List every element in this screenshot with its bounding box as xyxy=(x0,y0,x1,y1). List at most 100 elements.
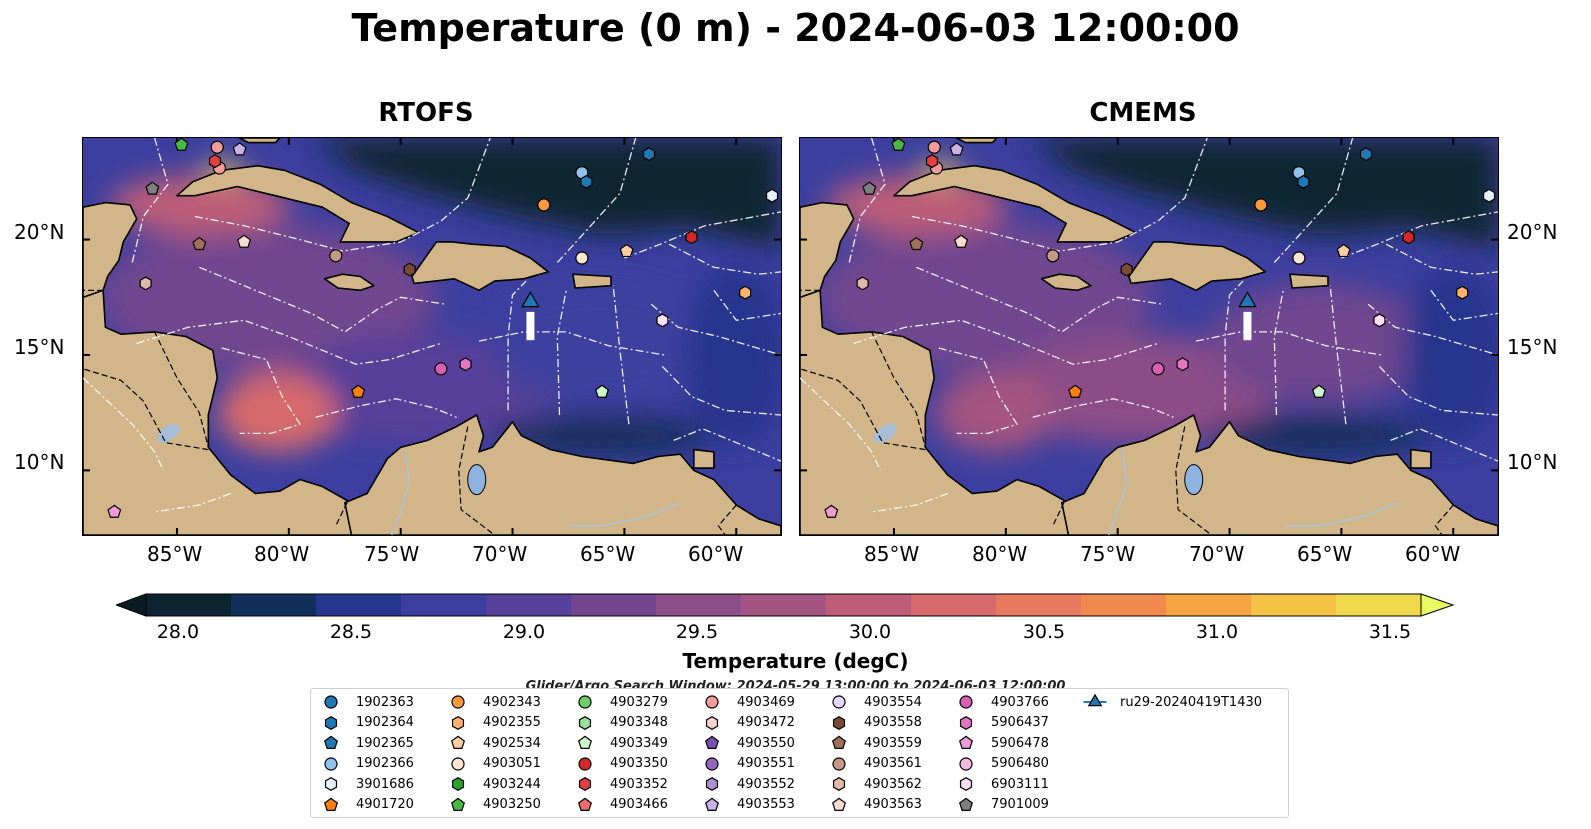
legend-swatch xyxy=(324,777,338,791)
float-marker-15 xyxy=(765,188,779,203)
float-marker-9 xyxy=(139,276,152,291)
legend-item-4903348: 4903348 xyxy=(572,713,668,733)
float-marker-15 xyxy=(1482,188,1496,203)
legend-swatch xyxy=(578,797,592,811)
float-marker-13 xyxy=(642,147,656,162)
colorbar-segment-14 xyxy=(1336,594,1422,616)
legend-item-4903563: 4903563 xyxy=(826,795,922,815)
colorbar-tick-28-0: 28.0 xyxy=(156,621,200,643)
circle-icon xyxy=(832,695,846,709)
colorbar-segment-1 xyxy=(231,594,317,616)
legend-swatch xyxy=(705,715,719,730)
lon-label-60w-cmems: 60°W xyxy=(1405,542,1461,566)
triangle-line-icon xyxy=(1083,693,1107,707)
legend-label: 6903111 xyxy=(991,776,1049,792)
legend-label: 4903466 xyxy=(610,797,668,812)
colorbar-segment-8 xyxy=(826,594,912,616)
circle-icon xyxy=(832,756,846,771)
legend-item-4901720: 4901720 xyxy=(318,795,414,815)
legend-label: 4903766 xyxy=(991,694,1049,710)
legend-item-1902365: 1902365 xyxy=(318,733,414,753)
float-marker-25 xyxy=(107,504,122,518)
colorbar-segment-3 xyxy=(401,594,487,616)
float-marker-24 xyxy=(595,384,610,398)
float-marker-8 xyxy=(1046,249,1060,263)
legend-swatch xyxy=(959,735,973,749)
legend-swatch xyxy=(324,715,338,730)
legend-label: 4902343 xyxy=(483,694,541,710)
legend-label: 4903561 xyxy=(864,756,922,771)
lon-label-65w-rtofs: 65°W xyxy=(580,542,636,566)
pentagon-icon xyxy=(959,735,973,749)
hexagon-icon xyxy=(959,715,973,730)
float-marker-20 xyxy=(1373,313,1386,328)
legend-item-1902363: 1902363 xyxy=(318,692,414,712)
hexagon-icon xyxy=(324,715,338,730)
float-marker-12 xyxy=(1297,174,1310,189)
circle-icon xyxy=(959,756,973,771)
glider-triangle xyxy=(1238,291,1257,308)
hexagon-icon xyxy=(832,715,846,730)
glider-track xyxy=(526,311,535,341)
map-cmems[interactable] xyxy=(799,137,1499,536)
colorbar-tick-28-5: 28.5 xyxy=(329,621,373,643)
pentagon-icon xyxy=(451,735,465,749)
legend-item-4903466: 4903466 xyxy=(572,795,668,815)
legend-item-4903562: 4903562 xyxy=(826,774,922,794)
legend-item-4903551: 4903551 xyxy=(699,754,795,774)
float-marker-25 xyxy=(824,504,839,518)
float-marker-6 xyxy=(192,236,207,251)
legend-swatch xyxy=(324,735,338,749)
float-marker-7 xyxy=(954,234,969,248)
legend-swatch xyxy=(705,735,719,749)
float-marker-14 xyxy=(1254,198,1268,212)
float-marker-22 xyxy=(1176,357,1189,372)
float-marker-22 xyxy=(459,357,472,372)
legend-label: 4903279 xyxy=(610,694,668,710)
legend-item-4903352: 4903352 xyxy=(572,774,668,794)
legend-label: 4903350 xyxy=(610,756,668,771)
legend-label: 1902364 xyxy=(356,715,414,730)
float-marker-17 xyxy=(1292,251,1306,265)
legend-item-7901009: 7901009 xyxy=(953,795,1049,815)
float-marker-23 xyxy=(1068,384,1083,398)
legend-label: ru29-20240419T1430 xyxy=(1120,694,1263,710)
legend-label: 4903552 xyxy=(737,776,795,792)
legend-item-4903051: 4903051 xyxy=(445,754,541,774)
legend-label: 4903551 xyxy=(737,756,795,771)
legend-label: 4903559 xyxy=(864,735,922,751)
pentagon-icon xyxy=(578,735,592,749)
colorbar xyxy=(114,593,1456,621)
map-rtofs-canvas xyxy=(83,138,781,535)
legend-swatch xyxy=(959,777,973,791)
map-rtofs[interactable] xyxy=(82,137,782,536)
float-marker-5 xyxy=(862,181,877,195)
hexagon-icon xyxy=(578,715,592,730)
legend-label: 4903250 xyxy=(483,797,541,812)
lon-label-60w-rtofs: 60°W xyxy=(688,542,744,566)
hexagon-icon xyxy=(832,777,846,791)
float-marker-21 xyxy=(1151,362,1165,376)
float-marker-16 xyxy=(685,230,698,245)
legend-swatch xyxy=(959,797,973,811)
legend-swatch xyxy=(832,695,846,709)
pentagon-icon xyxy=(324,735,338,749)
legend-item-5906478: 5906478 xyxy=(953,733,1049,753)
hexagon-icon xyxy=(705,715,719,730)
legend-swatch xyxy=(451,715,465,730)
hexagon-icon xyxy=(451,715,465,730)
legend-label: 4903553 xyxy=(737,797,795,812)
legend-swatch xyxy=(832,777,846,791)
colorbar-canvas xyxy=(114,593,1455,617)
float-marker-4 xyxy=(208,154,222,169)
hexagon-icon xyxy=(451,777,465,791)
legend-item-4903766: 4903766 xyxy=(953,692,1049,712)
circle-icon xyxy=(324,695,338,709)
circle-icon xyxy=(451,756,465,771)
circle-icon xyxy=(578,695,592,709)
lat-label-10n-left: 10°N xyxy=(14,450,65,474)
legend-item-3901686: 3901686 xyxy=(318,774,414,794)
legend-swatch xyxy=(578,735,592,749)
legend-item-4903554: 4903554 xyxy=(826,692,922,712)
float-marker-10 xyxy=(1120,262,1133,277)
